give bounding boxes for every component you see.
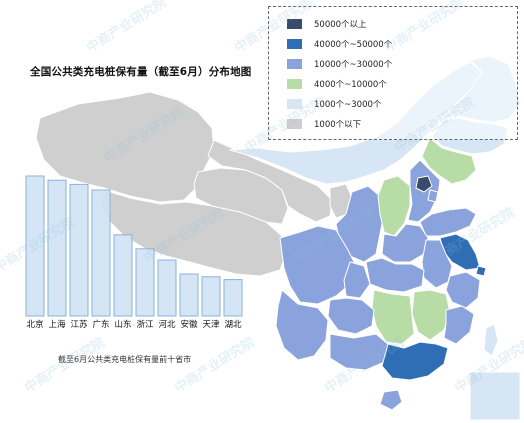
region-hainan: [379, 389, 403, 411]
region-chongqing: [343, 261, 371, 299]
region-hubei: [365, 257, 425, 293]
legend-swatch: [287, 19, 302, 29]
legend-swatch: [287, 119, 302, 129]
region-gansu: [207, 139, 333, 223]
region-hunan: [371, 289, 415, 345]
region-jiangxi: [411, 289, 451, 341]
region-shanghai: [475, 265, 487, 277]
legend-swatch: [287, 79, 302, 89]
bar-label: 湖北: [224, 320, 242, 330]
bar-2: [69, 183, 89, 317]
bar-9: [223, 279, 243, 317]
bar-0: [25, 175, 45, 317]
legend-label: 40000个~50000个: [314, 40, 393, 50]
region-shaanxi: [335, 185, 385, 263]
region-guangxi: [329, 333, 389, 371]
region-zhejiang: [445, 271, 481, 309]
region-guangdong: [381, 341, 449, 381]
bar-label: 北京: [26, 320, 44, 330]
legend-item: 1000个以下: [287, 117, 361, 131]
bar-label: 天津: [202, 320, 220, 330]
bar-label: 安徽: [180, 320, 198, 330]
legend-label: 50000个以上: [314, 20, 367, 30]
legend-label: 4000个~10000个: [314, 80, 387, 90]
legend-item: 10000个~30000个: [287, 57, 392, 71]
region-yunnan: [275, 289, 329, 361]
bar-3: [91, 189, 111, 317]
legend-item: 1000个~3000个: [287, 97, 381, 111]
region-fujian: [443, 305, 475, 345]
legend: 50000个以上 40000个~50000个 10000个~30000个 4000个~…: [268, 6, 518, 140]
region-liaoning: [421, 137, 477, 185]
bar-label: 河北: [158, 320, 176, 330]
legend-swatch: [287, 39, 302, 49]
bar-6: [157, 259, 177, 317]
legend-label: 1000个以下: [314, 120, 362, 130]
region-guizhou: [327, 297, 375, 335]
bar-chart: [25, 175, 243, 317]
region-south-sea: [469, 371, 521, 421]
bar-label: 浙江: [136, 320, 154, 330]
bar-4: [113, 234, 133, 317]
bar-1: [47, 179, 67, 317]
region-taiwan: [483, 323, 499, 357]
legend-item: 50000个以上: [287, 17, 367, 31]
map-title: 全国公共类充电桩保有量（截至6月）分布地图: [30, 66, 252, 78]
chart-caption: 截至6月公共类充电桩保有量前十省市: [58, 355, 192, 364]
bar-label: 上海: [48, 320, 66, 330]
region-shandong: [419, 207, 477, 237]
bar-5: [135, 248, 155, 317]
legend-label: 1000个~3000个: [314, 100, 382, 110]
legend-swatch: [287, 59, 302, 69]
bar-label: 广东: [92, 320, 110, 330]
bar-label: 江苏: [70, 320, 88, 330]
region-beijing: [415, 175, 433, 193]
region-tianjin: [427, 189, 439, 203]
bar-7: [179, 273, 199, 317]
bar-label: 山东: [114, 320, 132, 330]
legend-item: 4000个~10000个: [287, 77, 387, 91]
region-shanxi: [377, 175, 411, 237]
legend-label: 10000个~30000个: [314, 60, 393, 70]
legend-swatch: [287, 99, 302, 109]
bar-8: [201, 276, 221, 317]
legend-item: 40000个~50000个: [287, 37, 392, 51]
